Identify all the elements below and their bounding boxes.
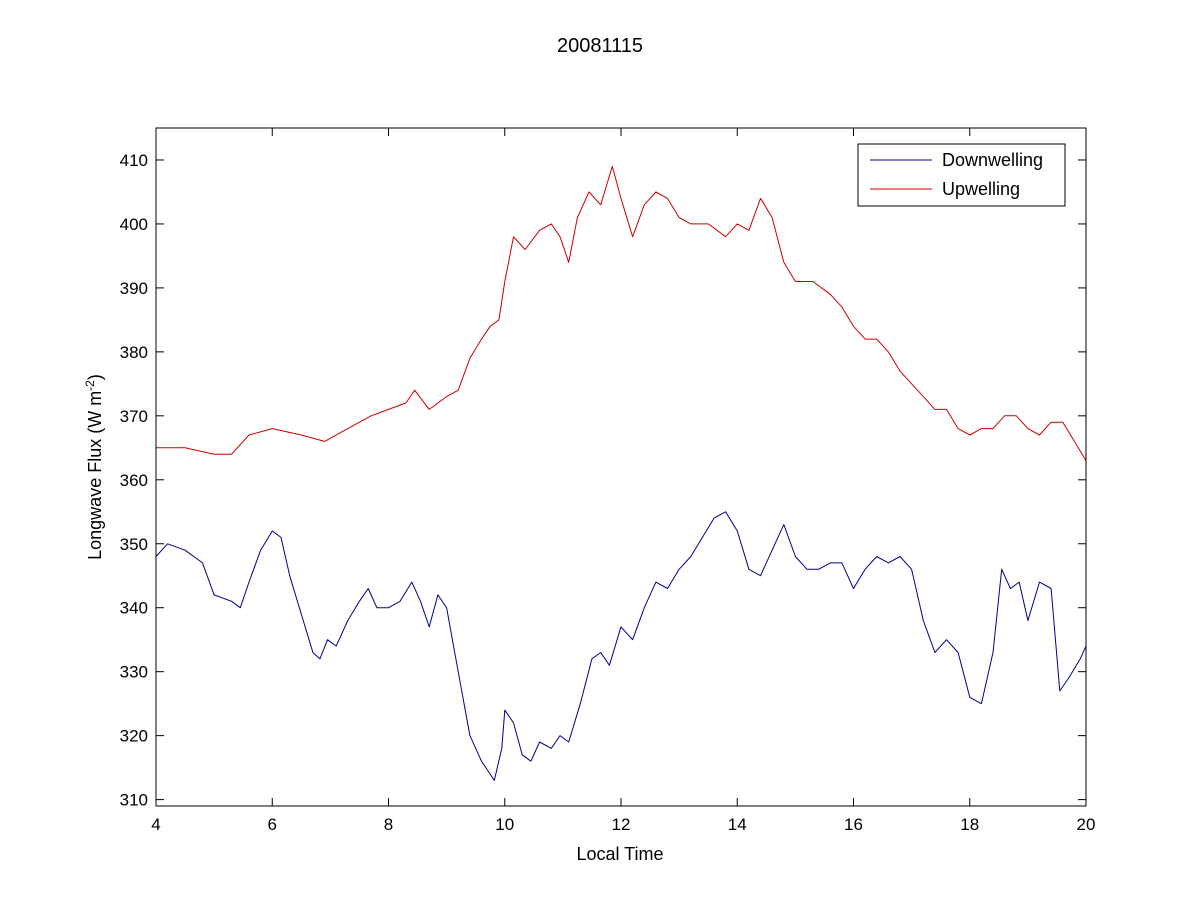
y-axis-label-close: )	[85, 374, 105, 380]
y-axis: 310 320 330 340 350 360 370 380 390 400 410	[120, 151, 1086, 810]
y-axis-label-superscript: -2	[83, 380, 97, 391]
y-tick-label: 410	[120, 151, 148, 170]
legend-label-downwelling: Downwelling	[942, 150, 1043, 170]
y-tick-label: 390	[120, 279, 148, 298]
x-tick-label: 4	[151, 815, 160, 834]
legend: Downwelling Upwelling	[857, 143, 1066, 207]
y-tick-label: 400	[120, 215, 148, 234]
y-tick-label: 380	[120, 343, 148, 362]
x-axis: 4 6 8 10 12 14 16 18 20	[151, 128, 1095, 834]
plot-area	[155, 165, 1087, 781]
x-tick-label: 12	[612, 815, 631, 834]
y-tick-label: 360	[120, 471, 148, 490]
y-tick-label: 310	[120, 791, 148, 810]
y-tick-label: 330	[120, 663, 148, 682]
x-tick-label: 20	[1077, 815, 1096, 834]
x-tick-label: 14	[728, 815, 747, 834]
series-line-downwelling	[155, 511, 1087, 781]
y-tick-label: 350	[120, 535, 148, 554]
x-tick-label: 10	[495, 815, 514, 834]
x-tick-label: 16	[844, 815, 863, 834]
x-tick-label: 18	[960, 815, 979, 834]
x-tick-label: 8	[384, 815, 393, 834]
y-tick-label: 370	[120, 407, 148, 426]
legend-label-upwelling: Upwelling	[942, 179, 1020, 199]
series-line-upwelling	[156, 165, 1087, 461]
y-tick-label: 320	[120, 727, 148, 746]
y-axis-label-main: Longwave Flux (W m	[85, 391, 105, 560]
chart-title: 20081115	[557, 35, 643, 57]
x-tick-label: 6	[268, 815, 277, 834]
y-tick-label: 340	[120, 599, 148, 618]
x-axis-label: Local Time	[576, 844, 663, 864]
y-axis-label: Longwave Flux (W m-2)	[83, 374, 105, 560]
legend-box	[857, 143, 1066, 207]
